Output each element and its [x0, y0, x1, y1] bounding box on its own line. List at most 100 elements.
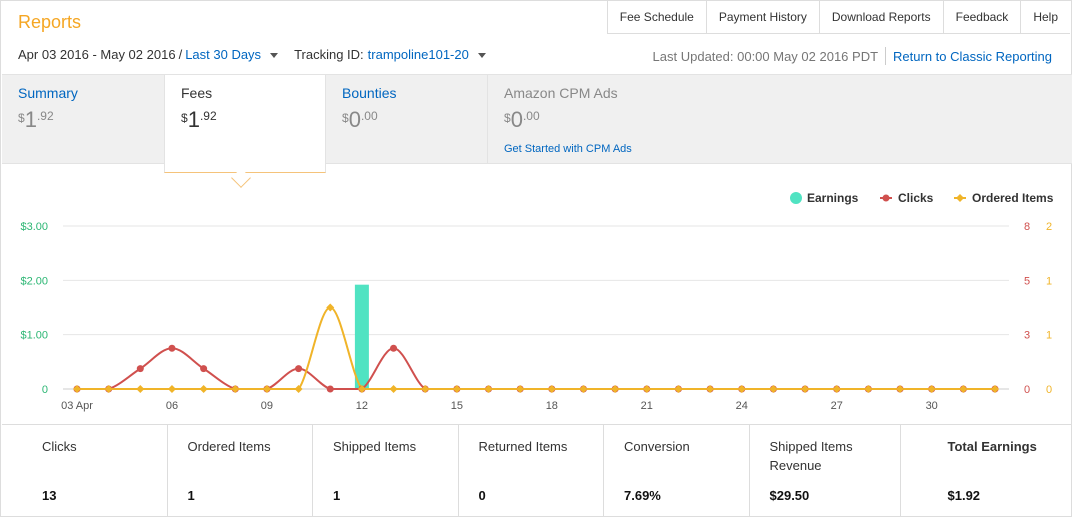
amount-cents: .00	[522, 109, 540, 123]
date-range-text: Apr 03 2016 - May 02 2016	[18, 47, 176, 62]
legend-ordered-items-label: Ordered Items	[972, 191, 1054, 205]
chart-svg: $3.00 8 2 $2.00 5 1 $1.00 3 1 0 0 0 03 Apr 06 09 12 15 18…	[20, 191, 1054, 412]
x-tick-label: 21	[641, 400, 653, 412]
ordered-items-point	[231, 385, 240, 393]
ordered-items-point	[832, 385, 841, 393]
ordered-items-point	[642, 385, 651, 393]
legend-earnings-marker	[790, 192, 802, 204]
stats-footer: Clicks 13 Ordered Items 1 Shipped Items …	[2, 424, 1072, 517]
cpm-get-started-link[interactable]: Get Started with CPM Ads	[504, 143, 632, 155]
ordered-items-point	[104, 385, 113, 393]
amount-whole: 1	[187, 107, 200, 132]
earnings-bar	[354, 284, 369, 389]
stat-label: Shipped Items	[333, 439, 417, 454]
clicks-point	[390, 344, 398, 352]
stat-label: Conversion	[624, 439, 690, 454]
stat-label: Clicks	[42, 439, 77, 454]
ordered-items-point	[73, 385, 81, 393]
date-separator: /	[178, 47, 183, 62]
tab-bounties[interactable]: Bounties $0.00	[326, 75, 488, 164]
download-reports-button[interactable]: Download Reports	[818, 1, 943, 34]
stat-label: Total Earnings	[947, 439, 1037, 454]
ordered-items-point	[896, 385, 905, 393]
currency-symbol: $	[504, 111, 511, 125]
currency-symbol: $	[181, 111, 188, 125]
stat-shipped-items: Shipped Items 1	[312, 425, 458, 517]
tracking-id-dropdown[interactable]: trampoline101-20	[368, 47, 486, 62]
ordered-items-point	[706, 385, 715, 393]
tab-summary[interactable]: Summary $1.92	[2, 75, 163, 164]
ordered-items-point	[389, 385, 398, 393]
x-tick-label: 12	[356, 400, 368, 412]
x-tick-label: 03 Apr	[61, 400, 93, 412]
date-preset-dropdown[interactable]: Last 30 Days	[185, 47, 279, 62]
y-right-items-tick-label: 1	[1046, 330, 1052, 342]
stat-total-earnings: Total Earnings $1.92	[899, 425, 1072, 517]
ordered-items-point	[294, 385, 303, 393]
ordered-items-point	[199, 385, 208, 393]
ordered-items-point	[579, 385, 588, 393]
date-preset-label: Last 30 Days	[185, 47, 262, 62]
tab-label: Bounties	[342, 85, 397, 101]
ordered-items-point	[991, 385, 999, 393]
tab-amount: $1.92	[18, 107, 147, 131]
ordered-items-point	[262, 385, 271, 393]
chevron-down-icon	[270, 53, 279, 59]
ordered-items-point	[326, 303, 335, 312]
stat-shipped-revenue: Shipped Items Revenue $29.50	[748, 425, 900, 517]
filters-bar: Apr 03 2016 - May 02 2016 / Last 30 Days…	[18, 47, 486, 62]
top-nav: Fee Schedule Payment History Download Re…	[606, 1, 1070, 34]
tab-label: Fees	[181, 85, 213, 101]
tab-amount: $0.00	[342, 107, 471, 131]
feedback-button[interactable]: Feedback	[942, 1, 1021, 34]
currency-symbol: $	[18, 111, 25, 125]
currency-symbol: $	[342, 111, 349, 125]
x-tick-label: 18	[546, 400, 558, 412]
divider	[885, 47, 887, 65]
ordered-items-point	[611, 385, 620, 393]
help-button[interactable]: Help	[1020, 1, 1070, 34]
ordered-items-point	[421, 385, 430, 393]
y-left-tick-label: $3.00	[20, 221, 48, 233]
earnings-tabs: Summary $1.92 Fees $1.92 Bounties $0.00 …	[2, 74, 1072, 173]
y-right-items-tick-label: 0	[1046, 384, 1052, 396]
y-right-clicks-tick-label: 0	[1024, 384, 1030, 396]
tab-amount: $1.92	[181, 107, 309, 131]
y-right-items-tick-label: 1	[1046, 275, 1052, 287]
stat-label: Ordered Items	[187, 439, 271, 454]
stat-value: 1	[333, 488, 341, 503]
tab-label: Amazon CPM Ads	[504, 85, 618, 101]
x-tick-label: 09	[261, 400, 273, 412]
stat-value: $1.92	[947, 488, 981, 503]
status-bar: Last Updated: 00:00 May 02 2016 PDT Retu…	[653, 47, 1052, 65]
x-tick-label: 30	[926, 400, 938, 412]
y-left-tick-label: $1.00	[20, 330, 48, 342]
ordered-items-point	[674, 385, 683, 393]
stat-label: Returned Items	[478, 439, 568, 454]
amount-whole: 1	[24, 107, 37, 132]
amount-cents: .92	[36, 109, 54, 123]
y-left-tick-label: 0	[42, 384, 48, 396]
tab-label: Summary	[18, 85, 78, 101]
tracking-label: Tracking ID:	[294, 47, 364, 62]
tab-cpm-ads[interactable]: Amazon CPM Ads $0.00 Get Started with CP…	[488, 75, 788, 164]
stat-value: 7.69%	[624, 488, 661, 503]
amount-whole: 0	[510, 107, 523, 132]
stat-label: Shipped Items Revenue	[769, 439, 853, 473]
x-tick-label: 15	[451, 400, 463, 412]
ordered-items-point	[452, 385, 461, 393]
clicks-point	[200, 365, 208, 373]
amount-cents: .92	[199, 109, 217, 123]
tab-fees[interactable]: Fees $1.92	[164, 75, 326, 173]
fee-schedule-button[interactable]: Fee Schedule	[619, 10, 694, 24]
ordered-items-point	[484, 385, 493, 393]
stat-value: $29.50	[769, 488, 810, 503]
ordered-items-point	[864, 385, 873, 393]
tracking-id-value: trampoline101-20	[367, 47, 469, 62]
clicks-point	[168, 344, 176, 352]
classic-reporting-link[interactable]: Return to Classic Reporting	[893, 48, 1052, 64]
x-tick-label: 27	[831, 400, 843, 412]
payment-history-button[interactable]: Payment History	[705, 1, 819, 34]
x-tick-label: 06	[166, 400, 178, 412]
